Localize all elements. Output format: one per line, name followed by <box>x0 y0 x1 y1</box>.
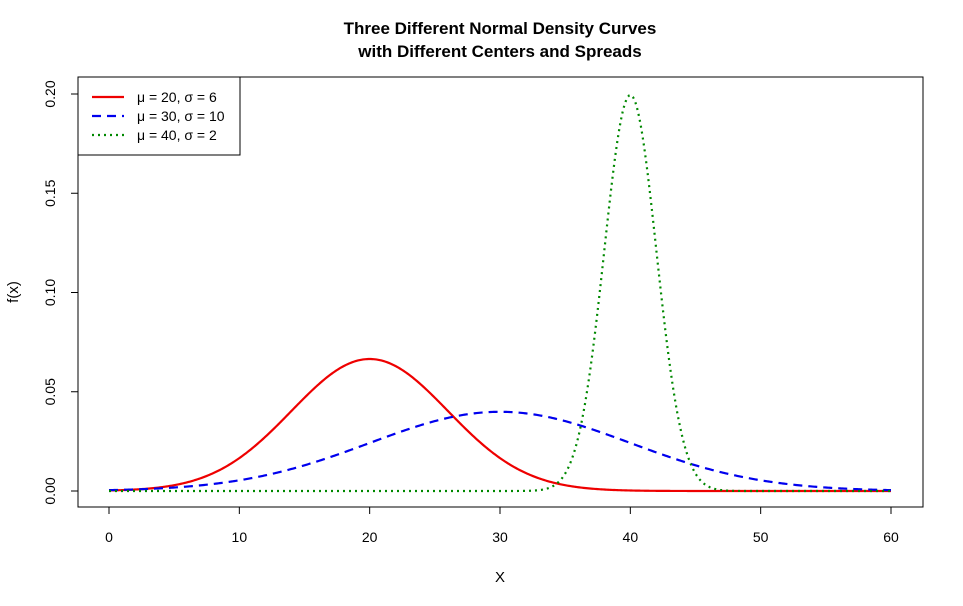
x-tick-label: 50 <box>753 529 769 545</box>
series-line-3 <box>109 93 891 493</box>
x-tick-label: 20 <box>362 529 378 545</box>
y-tick-label: 0.20 <box>42 80 58 107</box>
legend: μ = 20, σ = 6 μ = 30, σ = 10 μ = 40, σ = 2 <box>77 76 241 156</box>
legend-box <box>77 76 241 156</box>
y-axis-label: f(x) <box>5 281 22 303</box>
y-tick-label: 0.05 <box>42 378 58 405</box>
x-tick-label: 0 <box>105 529 113 545</box>
y-tick-label: 0.15 <box>42 179 58 206</box>
y-tick-label: 0.10 <box>42 279 58 306</box>
series-line-2 <box>108 410 892 492</box>
legend-label-1: μ = 20, σ = 6 <box>137 89 217 105</box>
x-axis: 0 10 20 30 40 50 60 <box>105 506 899 545</box>
x-tick-label: 40 <box>623 529 639 545</box>
chart-title-line-1: Three Different Normal Density Curves <box>344 19 657 38</box>
legend-label-2: μ = 30, σ = 10 <box>137 108 225 124</box>
x-tick-label: 30 <box>492 529 508 545</box>
series-line-1 <box>108 357 891 493</box>
series-layer <box>108 93 892 493</box>
x-axis-label: X <box>495 569 505 586</box>
x-tick-label: 10 <box>232 529 248 545</box>
y-tick-label: 0.00 <box>42 477 58 504</box>
y-axis: 0.00 0.05 0.10 0.15 0.20 <box>42 80 79 505</box>
chart-title-line-2: with Different Centers and Spreads <box>357 42 641 61</box>
legend-label-3: μ = 40, σ = 2 <box>137 127 217 143</box>
x-tick-label: 60 <box>883 529 899 545</box>
